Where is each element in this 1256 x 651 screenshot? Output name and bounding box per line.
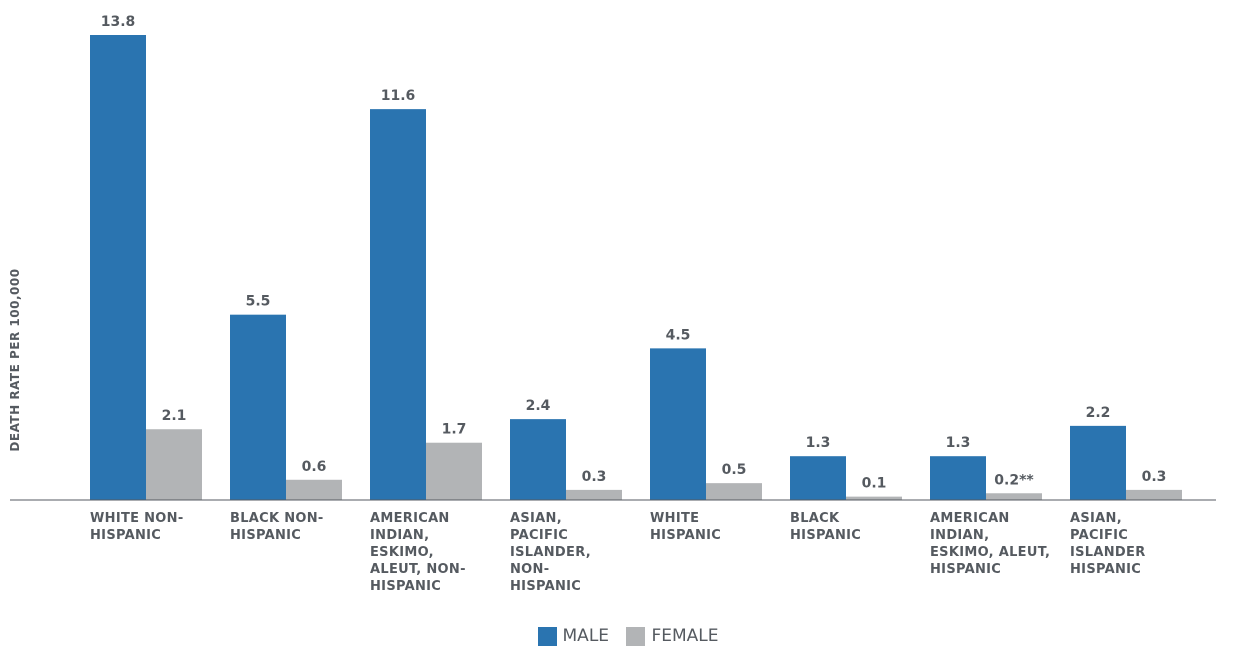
bar-female-4 <box>706 483 762 500</box>
value-label-male-4: 4.5 <box>666 327 691 343</box>
bar-female-5 <box>846 496 902 500</box>
legend-swatch-female <box>626 626 646 646</box>
value-label-female-1: 0.6 <box>302 459 327 475</box>
bar-female-3 <box>566 489 622 500</box>
category-label-5: BLACK HISPANIC <box>790 511 862 543</box>
value-label-male-5: 1.3 <box>806 435 831 451</box>
value-label-male-6: 1.3 <box>946 435 971 451</box>
legend-label-male: MALE <box>562 626 610 646</box>
bar-female-6 <box>986 493 1042 500</box>
bar-male-2 <box>370 109 426 500</box>
value-label-male-7: 2.2 <box>1086 405 1111 421</box>
legend: MALE FEMALE <box>0 626 1256 651</box>
legend-swatch-male <box>537 626 557 646</box>
value-label-female-6: 0.2** <box>994 472 1034 488</box>
bar-female-2 <box>426 442 482 500</box>
bar-female-0 <box>146 429 202 500</box>
bar-male-1 <box>230 314 286 500</box>
value-label-female-5: 0.1 <box>862 476 887 492</box>
bar-female-1 <box>286 479 342 500</box>
category-label-2: AMERICAN INDIAN, ESKIMO, ALEUT, NON- HIS… <box>370 511 466 594</box>
value-label-female-4: 0.5 <box>722 462 747 478</box>
value-label-male-1: 5.5 <box>246 294 271 310</box>
category-label-1: BLACK NON- HISPANIC <box>230 511 324 543</box>
category-label-4: WHITE HISPANIC <box>650 511 722 543</box>
bar-male-4 <box>650 348 706 500</box>
value-label-female-2: 1.7 <box>442 422 467 438</box>
bar-male-7 <box>1070 425 1126 500</box>
category-label-3: ASIAN, PACIFIC ISLANDER, NON- HISPANIC <box>510 511 591 594</box>
value-label-male-2: 11.6 <box>381 88 416 104</box>
legend-item-female: FEMALE <box>626 626 718 646</box>
category-label-7: ASIAN, PACIFIC ISLANDER HISPANIC <box>1070 511 1146 577</box>
bars-group <box>90 35 1182 500</box>
value-label-female-3: 0.3 <box>582 469 607 485</box>
value-label-male-3: 2.4 <box>526 398 551 414</box>
value-label-male-0: 13.8 <box>101 14 136 30</box>
legend-item-male: MALE <box>537 626 610 646</box>
category-label-6: AMERICAN INDIAN, ESKIMO, ALEUT, HISPANIC <box>930 511 1051 577</box>
bar-female-7 <box>1126 489 1182 500</box>
value-label-female-0: 2.1 <box>162 408 187 424</box>
category-label-0: WHITE NON- HISPANIC <box>90 511 184 543</box>
bar-male-0 <box>90 35 146 500</box>
bar-male-5 <box>790 456 846 500</box>
value-label-female-7: 0.3 <box>1142 469 1167 485</box>
value-labels-group: 13.8 2.1 5.5 0.6 11.6 1.7 2.4 0.3 4.5 0.5 1.3 0.1 1.… <box>101 14 1167 492</box>
bar-male-3 <box>510 419 566 500</box>
bar-male-6 <box>930 456 986 500</box>
y-axis-label: DEATH RATE PER 100,000 <box>8 268 22 451</box>
legend-label-female: FEMALE <box>651 626 719 646</box>
